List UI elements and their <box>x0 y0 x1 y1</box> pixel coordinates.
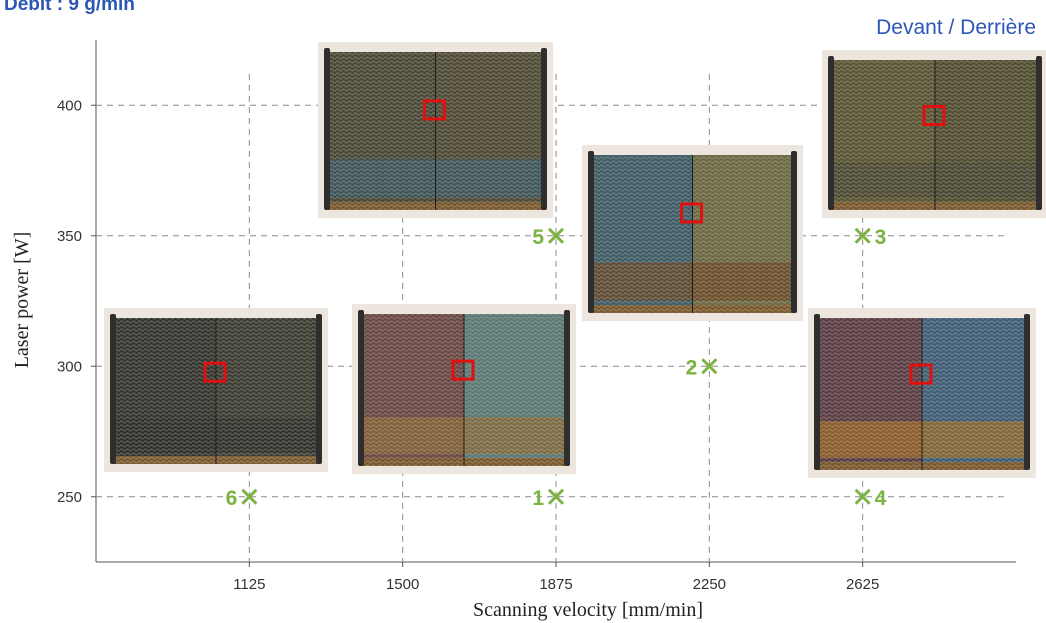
wall-left <box>110 314 116 464</box>
x-tick-label: 2250 <box>693 576 726 593</box>
point-label: 4 <box>875 487 887 510</box>
highlight-box <box>680 202 703 224</box>
highlight-box <box>909 363 933 385</box>
point-marker <box>854 488 871 505</box>
x-axis-title: Scanning velocity [mm/min] <box>473 599 703 621</box>
sample-1-photo <box>352 304 576 474</box>
highlight-box <box>922 105 946 126</box>
highlight-box <box>451 359 475 381</box>
wall-left <box>588 151 594 313</box>
point-label: 1 <box>532 487 544 510</box>
data-points: 1 2 3 4 5 6 <box>226 226 887 510</box>
wall-left <box>358 310 364 466</box>
point-5: 5 <box>532 226 565 249</box>
y-tick-label: 350 <box>57 228 82 245</box>
y-axis-title: Laser power [W] <box>11 232 33 369</box>
sample-2-photo <box>582 145 803 321</box>
wall-right <box>791 151 797 313</box>
point-marker <box>701 358 718 375</box>
wall-right <box>316 314 322 464</box>
y-tick-label: 300 <box>57 358 82 375</box>
x-tick-label: 1500 <box>386 576 419 593</box>
x-tick-label: 2625 <box>846 576 879 593</box>
point-4: 4 <box>854 487 887 510</box>
wall-left <box>324 48 330 210</box>
y-tick-label: 400 <box>57 97 82 114</box>
point-label: 3 <box>875 226 887 249</box>
point-2: 2 <box>686 356 718 379</box>
sample-4-photo <box>808 308 1036 478</box>
point-6: 6 <box>226 487 258 510</box>
point-3: 3 <box>854 226 887 249</box>
point-label: 5 <box>532 226 544 249</box>
wall-right <box>564 310 570 466</box>
point-label: 6 <box>226 487 238 510</box>
sample-5-photo <box>318 42 553 218</box>
point-marker <box>547 227 565 244</box>
x-tick-label: 1125 <box>233 576 265 593</box>
point-label: 2 <box>686 356 698 379</box>
point-marker <box>547 488 565 505</box>
front-back-legend: Devant / Derrière <box>876 16 1036 39</box>
x-tick-label: 1875 <box>539 576 572 593</box>
sample-6-photo <box>104 308 328 472</box>
chart-title: Debit : 9 g/min <box>4 0 135 15</box>
wall-right <box>1024 314 1030 470</box>
wall-right <box>541 48 547 210</box>
wall-left <box>828 56 834 210</box>
point-marker <box>241 488 258 505</box>
sample-photos <box>104 42 1046 478</box>
point-marker <box>854 227 871 244</box>
wall-left <box>814 314 820 470</box>
point-1: 1 <box>532 487 565 510</box>
highlight-box <box>423 99 446 121</box>
highlight-box <box>203 361 227 383</box>
sample-3-photo <box>822 50 1046 218</box>
wall-right <box>1036 56 1042 210</box>
y-tick-label: 250 <box>57 489 82 506</box>
